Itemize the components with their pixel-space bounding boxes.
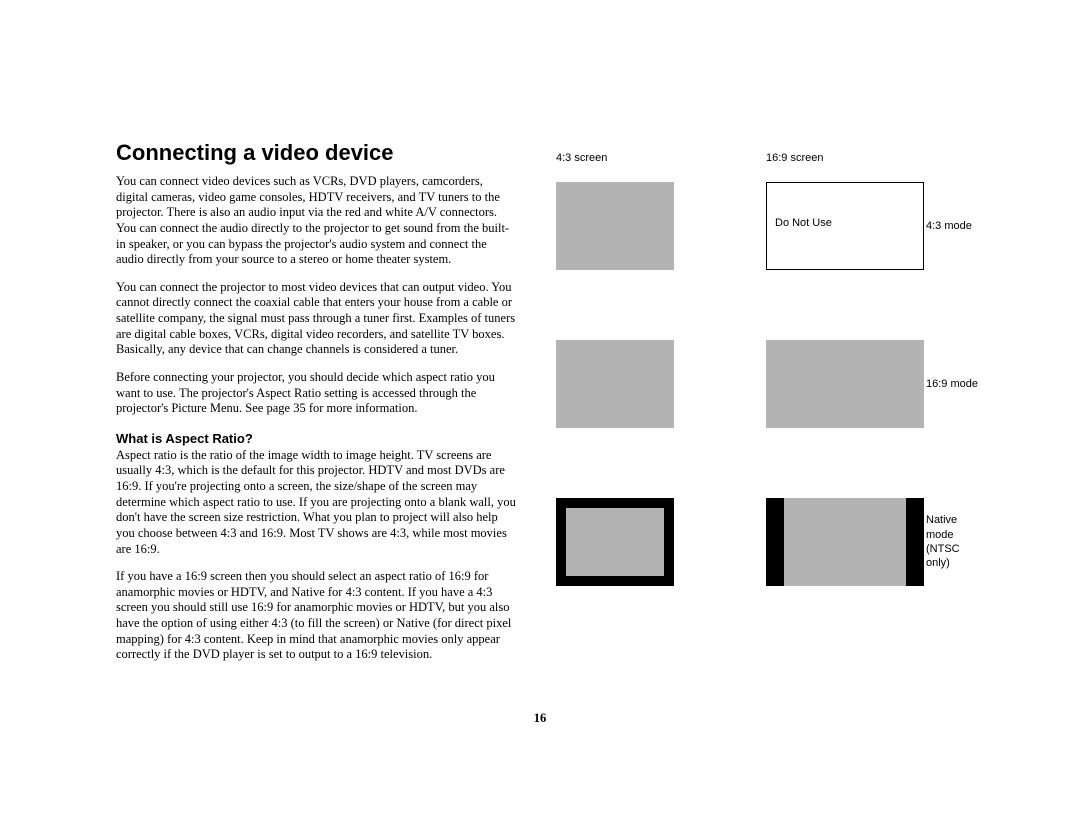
do-not-use-label: Do Not Use — [775, 217, 832, 229]
document-page: Connecting a video device You can connec… — [0, 0, 1080, 834]
body-paragraph: Before connecting your projector, you sh… — [116, 370, 516, 417]
column-header-43: 4:3 screen — [556, 152, 766, 164]
aspect-box-169 — [766, 340, 924, 428]
text-column: Connecting a video device You can connec… — [116, 140, 516, 675]
aspect-box-169-pillarbox — [766, 498, 924, 586]
body-paragraph: Aspect ratio is the ratio of the image w… — [116, 448, 516, 557]
aspect-box-169-outline: Do Not Use — [766, 182, 924, 270]
page-number: 16 — [0, 711, 1080, 726]
cell-169-on-43 — [556, 340, 766, 428]
row-label-native: Native mode (NTSC only) — [926, 513, 986, 570]
section-subheading: What is Aspect Ratio? — [116, 431, 516, 446]
cell-169-on-169 — [766, 340, 926, 428]
column-header-169: 16:9 screen — [766, 152, 996, 164]
body-paragraph: You can connect the projector to most vi… — [116, 280, 516, 358]
body-paragraph: If you have a 16:9 screen then you shoul… — [116, 569, 516, 663]
diagram-row-43-mode: Do Not Use 4:3 mode — [556, 182, 996, 270]
row-label-169: 16:9 mode — [926, 377, 986, 391]
page-title: Connecting a video device — [116, 140, 516, 166]
cell-native-on-43 — [556, 498, 766, 586]
two-column-layout: Connecting a video device You can connec… — [116, 140, 1024, 675]
cell-native-on-169 — [766, 498, 926, 586]
diagram-row-169-mode: 16:9 mode — [556, 340, 996, 428]
aspect-box-43 — [556, 340, 674, 428]
body-paragraph: You can connect video devices such as VC… — [116, 174, 516, 268]
cell-43-on-43 — [556, 182, 766, 270]
diagram-row-native-mode: Native mode (NTSC only) — [556, 498, 996, 586]
diagram-column-headers: 4:3 screen 16:9 screen — [556, 152, 996, 164]
aspect-box-43-letterbox — [556, 498, 674, 586]
diagram-column: 4:3 screen 16:9 screen Do Not Use 4:3 mo… — [556, 140, 996, 675]
row-label-43: 4:3 mode — [926, 219, 986, 233]
cell-43-on-169: Do Not Use — [766, 182, 926, 270]
aspect-box-43 — [556, 182, 674, 270]
